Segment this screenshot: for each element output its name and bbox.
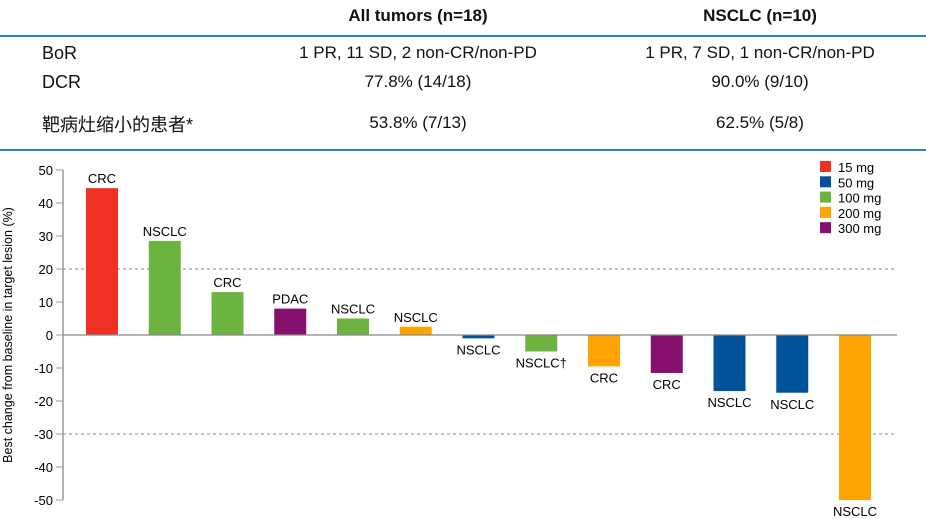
cell-shrinkage-all: 53.8% (7/13) xyxy=(369,113,467,132)
y-tick-label: 20 xyxy=(39,262,53,277)
y-tick-label: 0 xyxy=(46,328,53,343)
bar-label: PDAC xyxy=(272,292,308,307)
cell-bor-all: 1 PR, 11 SD, 2 non-CR/non-PD xyxy=(299,43,537,62)
row-label-dcr: DCR xyxy=(42,72,81,92)
bar xyxy=(462,335,495,339)
table-bottom-rule xyxy=(0,149,926,151)
bar-label: NSCLC xyxy=(770,397,814,412)
bar xyxy=(86,188,118,335)
bar-label: NSCLC xyxy=(833,504,877,519)
legend-label: 200 mg xyxy=(838,206,881,221)
y-tick-label: 10 xyxy=(39,295,53,310)
y-tick-label: 30 xyxy=(39,229,53,244)
bar-label: CRC xyxy=(653,377,681,392)
legend-swatch xyxy=(820,191,831,203)
legend-swatch xyxy=(820,161,831,172)
bar xyxy=(399,326,432,335)
legend-label: 300 mg xyxy=(838,221,881,236)
bar xyxy=(713,335,746,392)
y-axis-label: Best change from baseline in target lesi… xyxy=(1,207,15,463)
bar-label: NSCLC xyxy=(143,224,187,239)
y-tick-label: -30 xyxy=(34,427,53,442)
table-top-rule xyxy=(0,35,926,37)
row-label-bor: BoR xyxy=(42,43,78,63)
bar xyxy=(211,292,244,335)
bar-label: CRC xyxy=(590,370,618,385)
y-tick-label: 40 xyxy=(39,196,53,211)
bar-label: NSCLC xyxy=(394,310,438,325)
y-tick-label: -20 xyxy=(34,394,53,409)
cell-dcr-nsclc: 90.0% (9/10) xyxy=(711,72,809,91)
cell-dcr-all: 77.8% (14/18) xyxy=(364,72,472,91)
column-header-nsclc: NSCLC (n=10) xyxy=(703,6,817,25)
bar-label: CRC xyxy=(88,171,116,186)
legend-label: 100 mg xyxy=(838,191,881,206)
y-tick-label: 50 xyxy=(39,163,53,178)
row-label-shrinkage: 靶病灶缩小的患者* xyxy=(42,115,194,135)
bar-label: NSCLC xyxy=(707,395,751,410)
y-tick-label: -10 xyxy=(34,361,53,376)
bar xyxy=(650,335,683,373)
bar-label: NSCLC† xyxy=(516,356,567,371)
bar-label: NSCLC xyxy=(456,342,500,357)
bar xyxy=(274,308,307,335)
bar-label: CRC xyxy=(213,275,241,290)
bar-label: NSCLC xyxy=(331,302,375,317)
legend-label: 15 mg xyxy=(838,160,874,175)
bar xyxy=(337,318,369,335)
y-tick-label: -50 xyxy=(34,493,53,508)
bar xyxy=(776,335,809,393)
bar xyxy=(525,335,558,352)
legend-swatch xyxy=(820,222,831,234)
legend-swatch xyxy=(820,176,831,188)
bar xyxy=(588,335,620,367)
bar xyxy=(148,240,181,335)
cell-shrinkage-nsclc: 62.5% (5/8) xyxy=(716,113,804,132)
column-header-all-tumors: All tumors (n=18) xyxy=(348,6,488,25)
y-tick-label: -40 xyxy=(34,460,53,475)
bar xyxy=(839,335,871,500)
legend-swatch xyxy=(820,206,831,218)
legend-label: 50 mg xyxy=(838,175,874,190)
cell-bor-nsclc: 1 PR, 7 SD, 1 non-CR/non-PD xyxy=(645,43,875,62)
